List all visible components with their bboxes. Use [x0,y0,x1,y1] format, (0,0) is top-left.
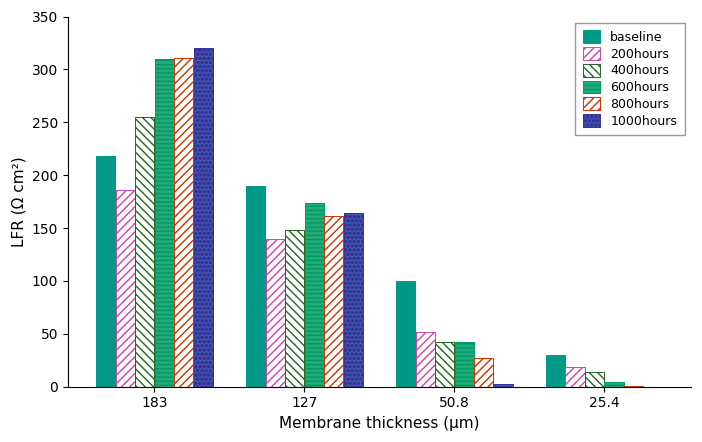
Bar [324,217,343,387]
Bar [624,385,643,387]
Bar [585,372,604,387]
Bar [604,382,623,387]
Bar [246,186,265,387]
Bar [396,281,415,387]
X-axis label: Membrane thickness (μm): Membrane thickness (μm) [279,416,479,431]
Bar [96,156,115,387]
Bar [474,358,493,387]
Legend: baseline, 200hours, 400hours, 600hours, 800hours, 1000hours: baseline, 200hours, 400hours, 600hours, … [575,23,684,135]
Bar [194,48,213,387]
Bar [154,59,173,387]
Bar [343,213,363,387]
Bar [305,203,324,387]
Bar [494,385,512,387]
Bar [435,342,454,387]
Bar [416,332,435,387]
Bar [116,190,135,387]
Bar [546,355,565,387]
Bar [566,366,585,387]
Y-axis label: LFR (Ω cm²): LFR (Ω cm²) [11,156,26,247]
Bar [454,342,474,387]
Bar [285,230,304,387]
Bar [174,58,193,387]
Bar [265,239,284,387]
Bar [135,117,154,387]
